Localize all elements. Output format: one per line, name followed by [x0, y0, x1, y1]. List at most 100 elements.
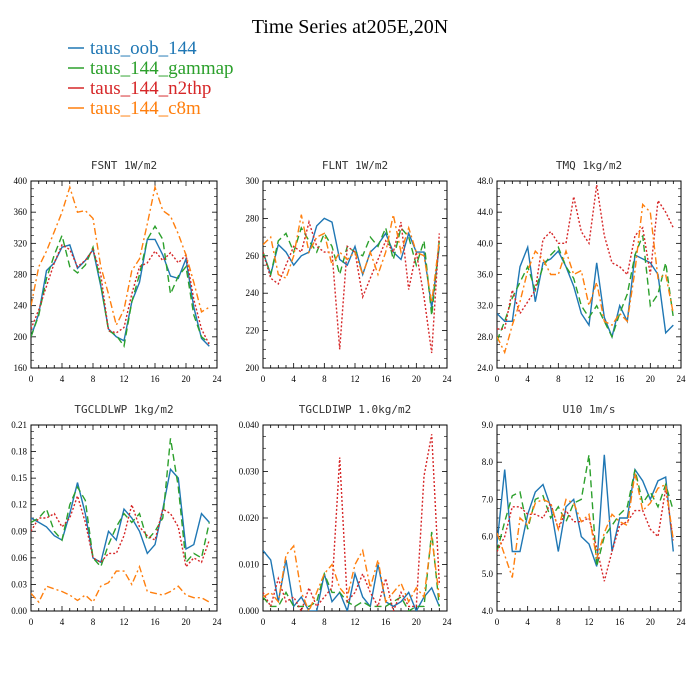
y-tick-label: 400	[14, 176, 28, 186]
legend-label: taus_oob_144	[90, 38, 197, 59]
x-tick-label: 24	[213, 374, 223, 384]
x-tick-label: 0	[495, 617, 500, 627]
series-line-taus_144_c8m	[497, 473, 674, 578]
series-line-taus_144_n2thp	[497, 184, 674, 330]
plot-frame	[30, 424, 218, 612]
chart-panel: TGCLDIWP 1.0kg/m2 0 4 8 12 16 20 24 0.000 0.010 0.…	[239, 403, 452, 627]
series-line-taus_144_n2thp	[263, 434, 440, 611]
y-tick-label: 8.0	[482, 457, 494, 467]
y-tick-label: 280	[246, 213, 260, 223]
y-tick-label: 200	[14, 332, 28, 342]
series-line-taus_144_gammap	[263, 531, 440, 611]
x-tick-label: 20	[412, 374, 422, 384]
legend-label: taus_144_c8m	[90, 98, 201, 119]
panel-title: TGCLDIWP 1.0kg/m2	[299, 403, 412, 416]
x-tick-label: 24	[213, 617, 223, 627]
x-tick-label: 16	[381, 374, 391, 384]
x-tick-label: 12	[120, 374, 129, 384]
panel-title: TMQ 1kg/m2	[556, 159, 622, 172]
x-tick-label: 20	[646, 617, 656, 627]
x-tick-label: 4	[291, 617, 296, 627]
figure-title: Time Series at205E,20N	[252, 16, 448, 38]
y-tick-label: 320	[14, 238, 28, 248]
x-tick-label: 20	[182, 617, 192, 627]
series-line-taus_oob_144	[497, 244, 674, 340]
y-tick-label: 9.0	[482, 420, 494, 430]
x-tick-label: 0	[495, 374, 500, 384]
plot-frame	[262, 424, 448, 612]
y-tick-label: 160	[14, 363, 28, 373]
y-tick-label: 40.0	[477, 238, 493, 248]
y-tick-label: 7.0	[482, 494, 494, 504]
series-line-taus_144_c8m	[263, 536, 440, 611]
y-tick-label: 200	[246, 363, 260, 373]
legend-label: taus_144_gammap	[90, 58, 234, 79]
y-tick-label: 48.0	[477, 176, 493, 186]
panel-title: FLNT 1W/m2	[322, 159, 388, 172]
y-tick-label: 0.06	[11, 553, 27, 563]
x-tick-label: 4	[525, 617, 530, 627]
series-line-taus_144_gammap	[263, 225, 440, 316]
x-tick-label: 16	[151, 617, 161, 627]
y-tick-label: 6.0	[482, 532, 494, 542]
series-line-taus_144_c8m	[31, 184, 210, 328]
x-tick-label: 20	[646, 374, 656, 384]
y-tick-label: 44.0	[477, 207, 493, 217]
legend: taus_oob_144taus_144_gammaptaus_144_n2th…	[68, 38, 234, 119]
x-tick-label: 4	[291, 374, 296, 384]
y-tick-label: 0.040	[239, 420, 260, 430]
y-tick-label: 220	[246, 326, 260, 336]
y-tick-label: 280	[14, 270, 28, 280]
y-tick-label: 5.0	[482, 569, 494, 579]
series-line-taus_144_c8m	[31, 564, 210, 604]
series-line-taus_144_gammap	[497, 235, 674, 341]
series-line-taus_144_c8m	[497, 202, 674, 355]
y-tick-label: 0.010	[239, 560, 260, 570]
series-line-taus_oob_144	[497, 454, 674, 567]
x-tick-label: 16	[615, 374, 625, 384]
x-tick-label: 12	[351, 617, 360, 627]
chart-panel: TMQ 1kg/m2 0 4 8 12 16 20 24 24.0 28.0 32.0 36.0 40.…	[477, 159, 686, 384]
series-line-taus_144_n2thp	[263, 219, 440, 354]
series-line-taus_144_gammap	[31, 438, 210, 569]
panel-title: TGCLDLWP 1kg/m2	[74, 403, 173, 416]
y-tick-label: 0.000	[239, 606, 260, 616]
series-line-taus_144_c8m	[263, 214, 440, 303]
x-tick-label: 24	[677, 617, 687, 627]
y-tick-label: 260	[246, 251, 260, 261]
x-tick-label: 8	[322, 374, 327, 384]
x-tick-label: 12	[351, 374, 360, 384]
x-tick-label: 4	[60, 374, 65, 384]
y-tick-label: 28.0	[477, 332, 493, 342]
legend-label: taus_144_n2thp	[90, 78, 211, 99]
series-line-taus_oob_144	[31, 467, 210, 564]
series-line-taus_144_n2thp	[31, 493, 210, 569]
x-tick-label: 24	[677, 374, 687, 384]
plot-frame	[262, 180, 448, 369]
y-tick-label: 0.21	[11, 420, 27, 430]
chart-panel: U10 1m/s 0 4 8 12 16 20 24 4.0 5.0 6.0 7.0 8.0 9.0	[482, 403, 686, 627]
y-tick-label: 0.00	[11, 606, 27, 616]
x-tick-label: 12	[120, 617, 129, 627]
y-tick-label: 4.0	[482, 606, 494, 616]
y-tick-label: 360	[14, 207, 28, 217]
chart-panel: FSNT 1W/m2 0 4 8 12 16 20 24 160 200 240 280 320 360 4…	[14, 159, 223, 384]
y-tick-label: 36.0	[477, 270, 493, 280]
y-tick-label: 240	[14, 301, 28, 311]
x-tick-label: 16	[615, 617, 625, 627]
x-tick-label: 12	[585, 374, 594, 384]
x-tick-label: 4	[525, 374, 530, 384]
x-tick-label: 0	[29, 617, 34, 627]
x-tick-label: 24	[443, 617, 453, 627]
y-tick-label: 0.18	[11, 447, 27, 457]
panel-title: U10 1m/s	[563, 403, 616, 416]
x-tick-label: 4	[60, 617, 65, 627]
series-line-taus_oob_144	[263, 217, 440, 309]
y-tick-label: 0.03	[11, 579, 27, 589]
series-line-taus_144_gammap	[497, 454, 674, 567]
y-tick-label: 0.15	[11, 473, 27, 483]
y-tick-label: 300	[246, 176, 260, 186]
x-tick-label: 8	[91, 374, 96, 384]
series-line-taus_oob_144	[263, 550, 440, 611]
